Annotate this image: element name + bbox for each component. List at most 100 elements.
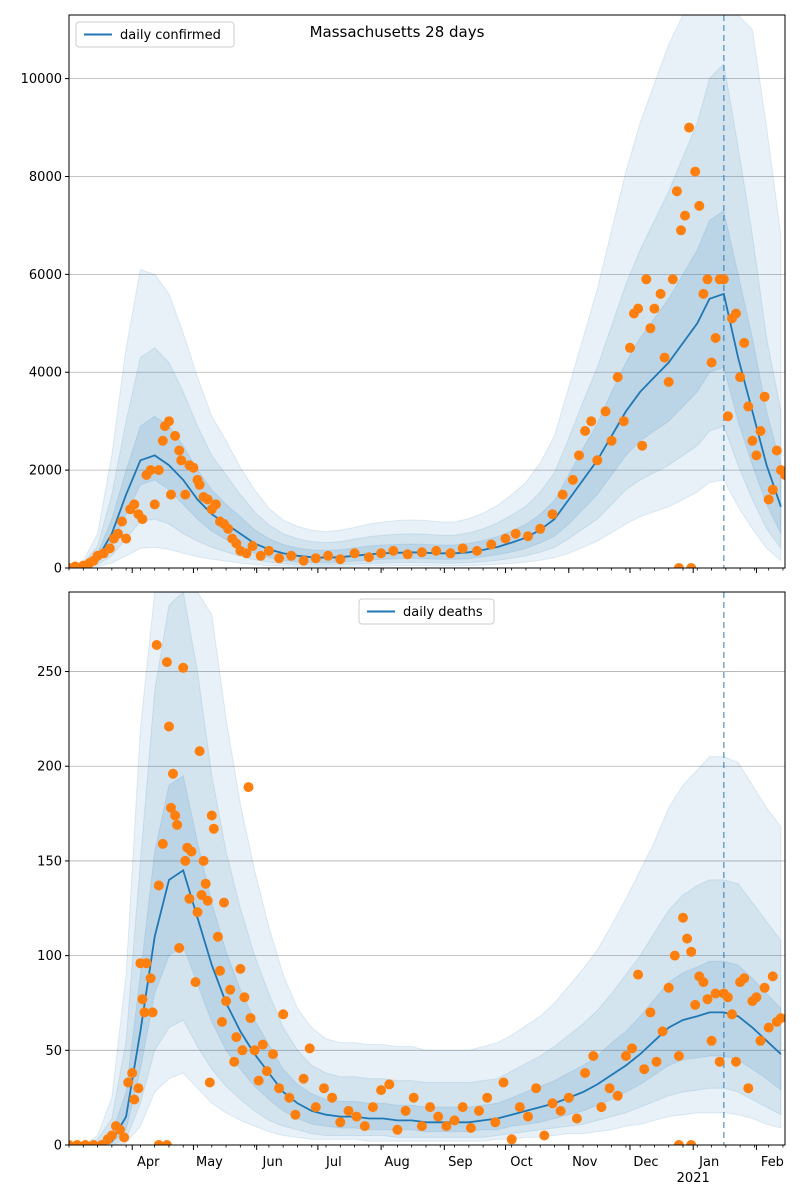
data-point xyxy=(490,1117,501,1128)
data-point xyxy=(690,166,701,177)
x-tick-label: Oct xyxy=(510,1155,532,1170)
data-point xyxy=(637,440,648,451)
data-point xyxy=(145,973,156,984)
data-point xyxy=(223,523,234,534)
data-point xyxy=(137,994,148,1005)
data-point xyxy=(376,1085,387,1096)
data-point xyxy=(119,1132,130,1143)
data-point xyxy=(706,357,717,368)
data-point xyxy=(153,465,164,476)
data-point xyxy=(104,543,115,554)
data-point xyxy=(751,450,762,461)
data-point xyxy=(335,1117,346,1128)
x-year-label: 2021 xyxy=(677,1171,710,1186)
data-point xyxy=(780,470,785,480)
data-point xyxy=(600,406,611,417)
data-point xyxy=(498,1077,509,1088)
data-point xyxy=(174,445,185,456)
data-point xyxy=(627,1043,637,1054)
data-point xyxy=(206,810,217,821)
data-point xyxy=(710,333,721,343)
y-tick-label: 2000 xyxy=(29,464,62,479)
data-point xyxy=(284,1092,295,1103)
data-point xyxy=(200,878,211,889)
data-point xyxy=(763,494,774,505)
data-point xyxy=(759,391,770,402)
data-point xyxy=(184,893,195,904)
data-point xyxy=(684,122,695,133)
data-point xyxy=(657,1026,668,1037)
data-point xyxy=(416,547,427,558)
data-point xyxy=(166,802,176,813)
x-tick-label: Jun xyxy=(262,1155,283,1170)
x-tick-label: Aug xyxy=(384,1155,409,1170)
data-point xyxy=(290,1109,301,1120)
data-point xyxy=(669,950,680,961)
data-point xyxy=(106,1130,117,1141)
data-point xyxy=(574,450,584,461)
data-point xyxy=(604,1083,615,1094)
data-point xyxy=(141,958,152,969)
data-point xyxy=(510,528,521,539)
data-point xyxy=(202,494,213,505)
x-tick-label: Sep xyxy=(448,1155,473,1170)
data-point xyxy=(202,895,213,906)
data-point xyxy=(180,489,191,500)
data-point xyxy=(678,912,688,923)
data-point xyxy=(465,1123,476,1133)
data-point xyxy=(743,1083,754,1094)
band-middle xyxy=(69,62,782,568)
x-tick-label: May xyxy=(196,1155,223,1170)
data-point xyxy=(327,1092,338,1103)
data-point xyxy=(506,1134,517,1145)
data-point xyxy=(586,416,597,427)
y-tick-label: 4000 xyxy=(29,366,62,381)
data-point xyxy=(535,523,546,534)
band-outer xyxy=(69,592,782,1145)
data-point xyxy=(441,1121,452,1132)
data-point xyxy=(416,1121,427,1132)
data-point xyxy=(241,548,252,559)
data-point xyxy=(388,545,399,556)
data-point xyxy=(278,1009,289,1020)
data-point xyxy=(449,1115,460,1126)
data-point xyxy=(164,721,174,732)
data-point xyxy=(243,782,254,793)
data-point xyxy=(161,1140,172,1145)
data-point xyxy=(722,992,733,1003)
data-point xyxy=(739,973,750,984)
data-point xyxy=(531,1083,542,1094)
y-tick-label: 50 xyxy=(45,1044,62,1059)
data-point xyxy=(671,186,682,197)
data-point xyxy=(663,377,674,387)
data-point xyxy=(596,1102,607,1113)
data-point xyxy=(500,533,511,544)
data-point xyxy=(775,1013,785,1024)
data-point xyxy=(686,1140,697,1145)
data-point xyxy=(641,274,652,285)
data-point xyxy=(408,1092,419,1103)
data-point xyxy=(161,657,172,668)
data-point xyxy=(486,539,497,550)
data-point xyxy=(149,499,160,510)
data-point xyxy=(261,1066,272,1077)
data-point xyxy=(178,662,189,673)
data-point xyxy=(618,416,629,427)
data-point xyxy=(139,1007,150,1018)
data-point xyxy=(188,462,199,473)
data-point xyxy=(335,554,346,565)
data-point xyxy=(363,552,374,563)
data-point xyxy=(514,1102,525,1113)
data-point xyxy=(194,746,205,757)
data-point xyxy=(690,999,701,1010)
data-point xyxy=(212,931,223,942)
data-point xyxy=(170,810,181,821)
data-point xyxy=(170,430,181,441)
data-point xyxy=(425,1102,436,1113)
data-point xyxy=(376,548,387,559)
data-point xyxy=(221,996,232,1007)
band-inner xyxy=(69,209,782,568)
data-point xyxy=(210,499,221,510)
x-tick-label: Apr xyxy=(137,1155,160,1170)
data-point xyxy=(319,1083,329,1094)
